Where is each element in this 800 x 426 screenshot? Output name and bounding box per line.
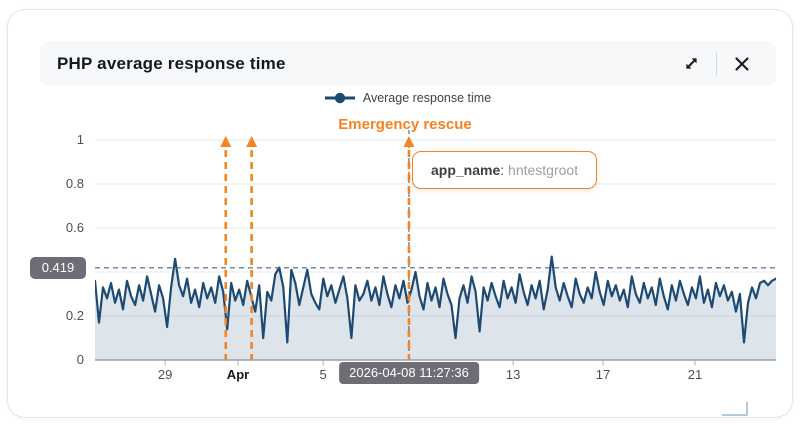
panel-header: PHP average response time	[40, 41, 776, 86]
legend-marker-icon	[324, 92, 355, 104]
legend-label: Average response time	[362, 91, 492, 105]
series-area	[95, 256, 776, 360]
reference-value-badge: 0.419	[30, 257, 86, 279]
y-axis-label: 0.6	[65, 220, 84, 235]
x-axis-label: 21	[687, 367, 703, 382]
x-axis-label: 5	[319, 367, 327, 382]
series-line	[95, 255, 776, 344]
y-axis-label: 0	[76, 352, 84, 367]
x-axis-label: 13	[505, 367, 521, 382]
tooltip-separator: :	[500, 162, 509, 178]
y-axis-label: 1	[76, 132, 84, 147]
expand-icon	[685, 58, 697, 69]
x-axis-label: 29	[157, 367, 173, 382]
resize-corner-handle[interactable]	[722, 402, 748, 416]
chart-panel: PHP average response time	[7, 9, 793, 418]
y-axis-label: 0.8	[65, 176, 84, 191]
y-axis-label: 0.2	[65, 308, 84, 323]
close-icon	[735, 56, 749, 71]
x-axis-label: 17	[595, 367, 611, 382]
tooltip-value: hntestgroot	[508, 162, 579, 178]
emergency-event-arrow-icon	[403, 136, 415, 147]
tooltip-key: app_name	[431, 162, 501, 178]
emergency-event-arrow-icon	[246, 136, 258, 147]
panel-title: PHP average response time	[57, 53, 286, 73]
header-actions	[681, 41, 752, 86]
close-button[interactable]	[732, 54, 752, 74]
event-annotation-label: Emergency rescue	[338, 116, 472, 133]
legend[interactable]: Average response time	[8, 91, 800, 105]
selected-date-badge: 2026-04-08 11:27:36	[339, 362, 479, 384]
expand-button[interactable]	[681, 54, 701, 74]
header-divider	[716, 51, 717, 76]
emergency-event-arrow-icon	[220, 136, 232, 147]
x-axis-label: Apr	[226, 367, 250, 382]
chart-tooltip: app_name: hntestgroot	[412, 151, 598, 189]
chart-plot-area[interactable]	[95, 110, 776, 370]
